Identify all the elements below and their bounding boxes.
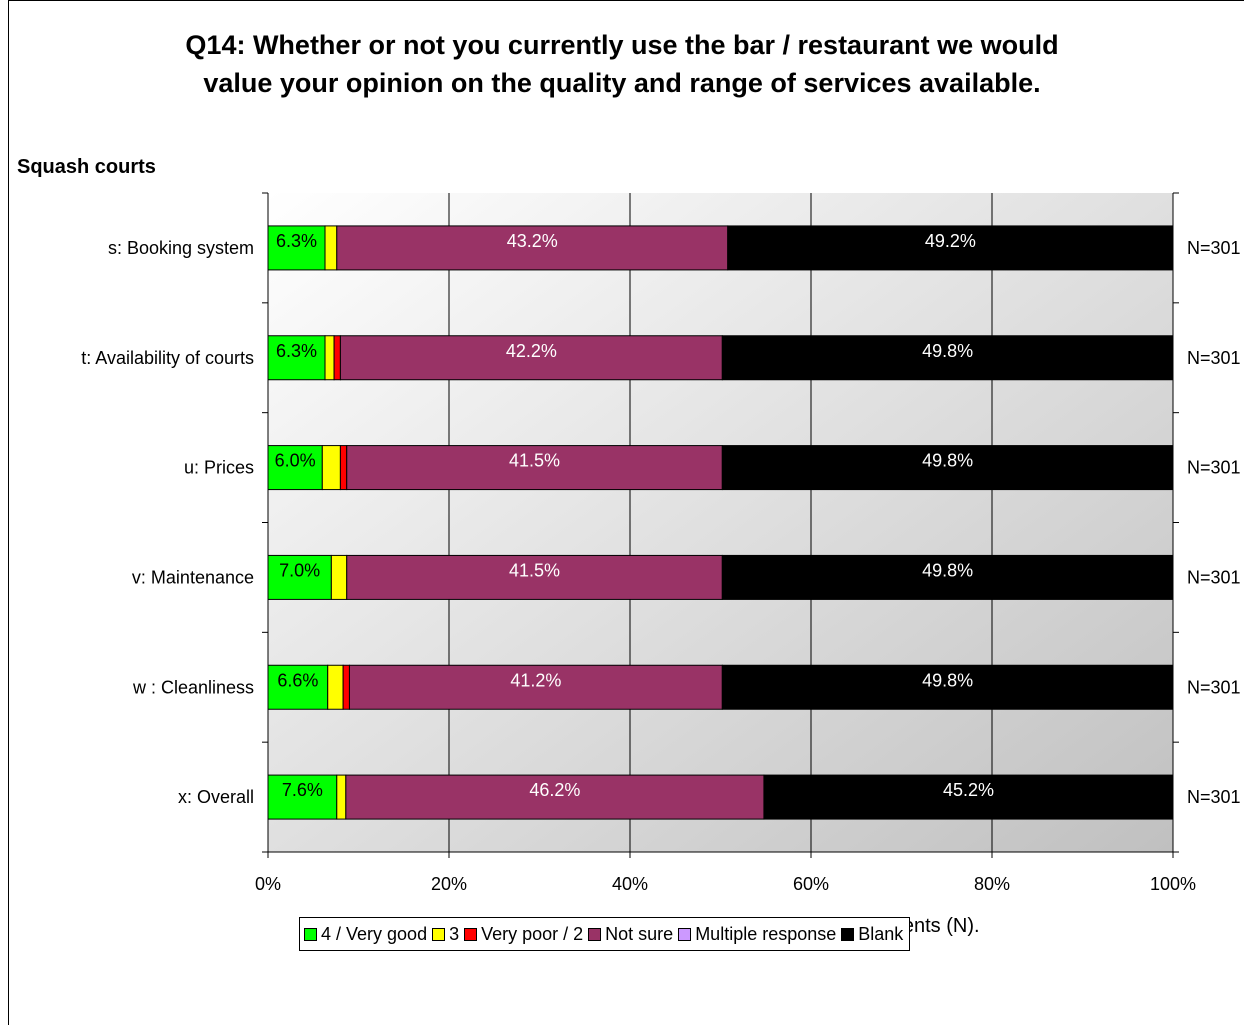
bar-segment <box>339 445 348 491</box>
legend-item: 3 <box>432 924 459 945</box>
legend-label: Not sure <box>605 923 674 944</box>
x-tick-label: 0% <box>255 874 281 894</box>
data-label: 49.8% <box>922 560 973 580</box>
bar-segment <box>342 664 350 710</box>
bar-segment <box>763 774 1174 820</box>
bar-segment <box>330 554 348 600</box>
chart-frame <box>8 0 1244 1025</box>
data-label: 41.5% <box>509 560 560 580</box>
data-label: 49.8% <box>922 341 973 361</box>
n-label: N=301 <box>1187 677 1241 697</box>
chart-subtitle: Squash courts <box>17 156 156 178</box>
legend-swatch <box>588 927 602 941</box>
bar-segment <box>327 664 344 710</box>
bar-segment <box>721 335 1174 381</box>
bar-segment <box>267 335 326 381</box>
x-tick-label: 40% <box>612 874 648 894</box>
n-label: N=301 <box>1187 348 1241 368</box>
category-label: t: Availability of courts <box>81 348 254 368</box>
bar-segment <box>345 774 765 820</box>
bar-segment <box>267 554 332 600</box>
legend-swatch <box>841 927 855 941</box>
legend-swatch <box>432 927 446 941</box>
bar-segment <box>324 335 335 381</box>
legend-label: Multiple response <box>695 923 837 944</box>
bar-segment <box>336 774 347 820</box>
data-label: 45.2% <box>943 780 994 800</box>
bar-segment <box>346 554 723 600</box>
data-label: 49.8% <box>922 670 973 690</box>
data-label: 49.8% <box>922 451 973 471</box>
n-label: N=301 <box>1187 787 1241 807</box>
plot-area <box>268 193 1173 852</box>
legend-swatch <box>304 927 317 941</box>
data-label: 46.2% <box>529 780 580 800</box>
legend-swatch <box>464 927 478 941</box>
data-label: 43.2% <box>507 231 558 251</box>
legend-item: 4 / Very good <box>304 924 427 945</box>
chart-title-line-1: Q14: Whether or not you currently use th… <box>185 30 1059 60</box>
data-label: 41.5% <box>509 451 560 471</box>
legend-item: Very poor / 2 <box>464 924 583 945</box>
legend-label: Very poor / 2 <box>481 923 584 944</box>
bar-segment <box>721 445 1174 491</box>
legend-swatch <box>678 927 692 941</box>
bar-segment <box>321 445 341 491</box>
category-label: s: Booking system <box>108 238 254 258</box>
legend-item: Not sure <box>588 924 673 945</box>
x-tick-label: 60% <box>793 874 829 894</box>
bar-segment <box>721 554 1174 600</box>
legend-label: 4 / Very good <box>321 923 428 944</box>
category-label: w : Cleanliness <box>132 677 254 697</box>
bar-segment <box>267 774 338 820</box>
data-label: 42.2% <box>506 341 557 361</box>
bar-segment <box>346 445 723 491</box>
category-label: x: Overall <box>178 787 254 807</box>
bar-segment <box>333 335 341 381</box>
x-tick-label: 20% <box>431 874 467 894</box>
data-label: 6.3% <box>276 341 317 361</box>
legend-label: Blank <box>858 923 904 944</box>
legend-item: Multiple response <box>678 924 836 945</box>
category-label: v: Maintenance <box>132 567 254 587</box>
data-label: 6.3% <box>276 231 317 251</box>
bar-segment <box>348 664 723 710</box>
legend-item: Blank <box>841 924 903 945</box>
data-label: 6.6% <box>277 670 318 690</box>
bar-segment <box>267 664 329 710</box>
n-label: N=301 <box>1187 458 1241 478</box>
chart-legend: 4 / Very good 3 Very poor / 2 Not sure Multi… <box>299 917 911 951</box>
bar-segment <box>336 225 729 271</box>
data-label: 41.2% <box>510 670 561 690</box>
data-label: 49.2% <box>925 231 976 251</box>
data-label: 6.0% <box>275 451 316 471</box>
data-label: 7.0% <box>279 560 320 580</box>
legend-label: 3 <box>449 923 460 944</box>
bar-segment <box>721 664 1174 710</box>
x-tick-label: 100% <box>1150 874 1196 894</box>
x-tick-label: 80% <box>974 874 1010 894</box>
chart-title-line-2: value your opinion on the quality and ra… <box>203 68 1041 98</box>
n-label: N=301 <box>1187 238 1241 258</box>
data-label: 7.6% <box>282 780 323 800</box>
bar-segment <box>727 225 1174 271</box>
category-label: u: Prices <box>184 458 254 478</box>
bar-segment <box>324 225 338 271</box>
n-label: N=301 <box>1187 567 1241 587</box>
chart-title: Q14: Whether or not you currently use th… <box>0 26 1244 102</box>
